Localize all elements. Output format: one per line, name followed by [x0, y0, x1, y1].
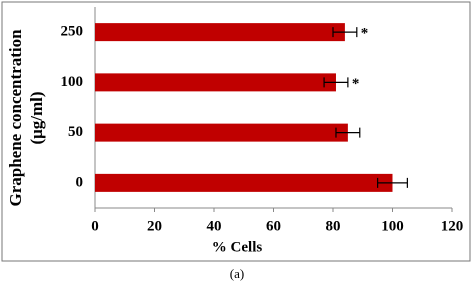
- x-tick-label: 80: [326, 218, 341, 234]
- bar: [95, 73, 336, 92]
- x-tick-label: 100: [381, 218, 404, 234]
- x-tick-label: 40: [207, 218, 222, 234]
- y-tick-label: 0: [76, 174, 84, 190]
- significance-marker: *: [352, 76, 360, 92]
- significance-marker: *: [361, 26, 369, 42]
- x-tick-label: 60: [266, 218, 281, 234]
- caption: (a): [230, 266, 244, 281]
- y-tick-label: 250: [61, 24, 84, 40]
- y-tick-label: 100: [61, 74, 84, 90]
- x-tick-label: 20: [147, 218, 162, 234]
- error-bar: [377, 177, 408, 188]
- x-tick-label: 120: [441, 218, 464, 234]
- y-axis-label: (μg/ml): [27, 91, 46, 144]
- x-tick-label: 0: [91, 218, 99, 234]
- frame: [1, 1, 471, 262]
- y-axis-label: Graphene concentration: [6, 29, 25, 207]
- error-bar: [335, 127, 361, 138]
- error-bar: [323, 77, 349, 88]
- bar: [95, 23, 345, 42]
- bar: [95, 173, 393, 192]
- y-tick-label: 50: [68, 124, 83, 140]
- error-bar: [332, 27, 358, 38]
- x-axis-label: % Cells: [212, 239, 263, 255]
- bar: [95, 123, 348, 142]
